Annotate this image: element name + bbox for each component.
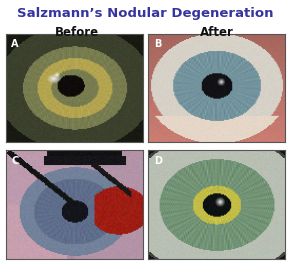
Text: D: D xyxy=(154,156,162,166)
Text: Salzmann’s Nodular Degeneration: Salzmann’s Nodular Degeneration xyxy=(17,7,274,20)
Text: A: A xyxy=(11,39,19,49)
Text: Before: Before xyxy=(55,26,99,39)
Text: C: C xyxy=(11,156,19,166)
Text: B: B xyxy=(154,39,161,49)
Text: After: After xyxy=(200,26,234,39)
